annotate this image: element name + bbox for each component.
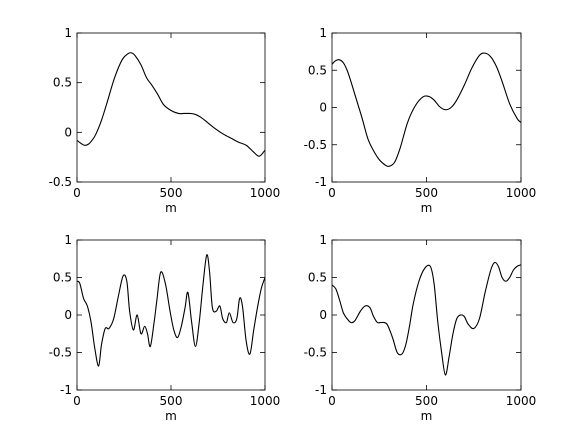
x-tick-label: 500: [160, 394, 183, 408]
y-tick-label: 1: [319, 233, 327, 247]
y-tick-label: 1: [319, 26, 327, 40]
plot-panel-3: 0 500 1000 -1 -0.5 0 0.5 1 m: [49, 233, 281, 423]
y-tick-label: -0.5: [304, 138, 327, 152]
y-tick-label: 0: [319, 101, 327, 115]
series-line: [77, 254, 265, 367]
y-tick-label: -0.5: [49, 175, 72, 189]
y-tick-label: 0: [64, 308, 72, 322]
x-tick-label: 0: [328, 186, 336, 200]
y-tick-label: 0: [64, 125, 72, 139]
y-tick-label: 1: [64, 233, 72, 247]
y-tick-label: 0.5: [53, 76, 72, 90]
x-tick-label: 0: [73, 394, 81, 408]
y-tick-label: 0.5: [308, 271, 327, 285]
axes-frame: [331, 239, 522, 391]
y-tick-label: 0: [319, 308, 327, 322]
y-tick-label: 0.5: [308, 63, 327, 77]
axes-frame: [331, 32, 522, 183]
x-axis-label: m: [165, 409, 177, 423]
y-tick-label: -0.5: [49, 346, 72, 360]
y-tick-label: 1: [64, 26, 72, 40]
x-tick-label: 500: [415, 186, 438, 200]
y-tick-label: -1: [315, 383, 327, 397]
series-line: [77, 52, 265, 157]
x-axis-label: m: [421, 201, 433, 215]
x-tick-label: 1000: [506, 186, 537, 200]
x-tick-label: 1000: [250, 186, 281, 200]
plot-panel-2: 0 500 1000 -1 -0.5 0 0.5 1 m: [304, 26, 537, 215]
x-axis-label: m: [421, 409, 433, 423]
plot-panel-1: 0 500 1000-0.500.51m: [49, 26, 281, 215]
x-tick-label: 0: [73, 186, 81, 200]
x-tick-label: 500: [415, 394, 438, 408]
y-tick-label: 0.5: [53, 271, 72, 285]
x-axis-label: m: [165, 201, 177, 215]
series-line: [332, 261, 521, 376]
x-tick-label: 1000: [506, 394, 537, 408]
x-tick-label: 500: [160, 186, 183, 200]
plot-panel-4: 0 500 1000 -1 -0.5 0 0.5 1 m: [304, 233, 537, 423]
series-line: [332, 52, 521, 167]
y-tick-label: -1: [315, 175, 327, 189]
x-tick-label: 1000: [250, 394, 281, 408]
y-tick-label: -0.5: [304, 346, 327, 360]
x-tick-label: 0: [328, 394, 336, 408]
y-tick-label: -1: [60, 383, 72, 397]
